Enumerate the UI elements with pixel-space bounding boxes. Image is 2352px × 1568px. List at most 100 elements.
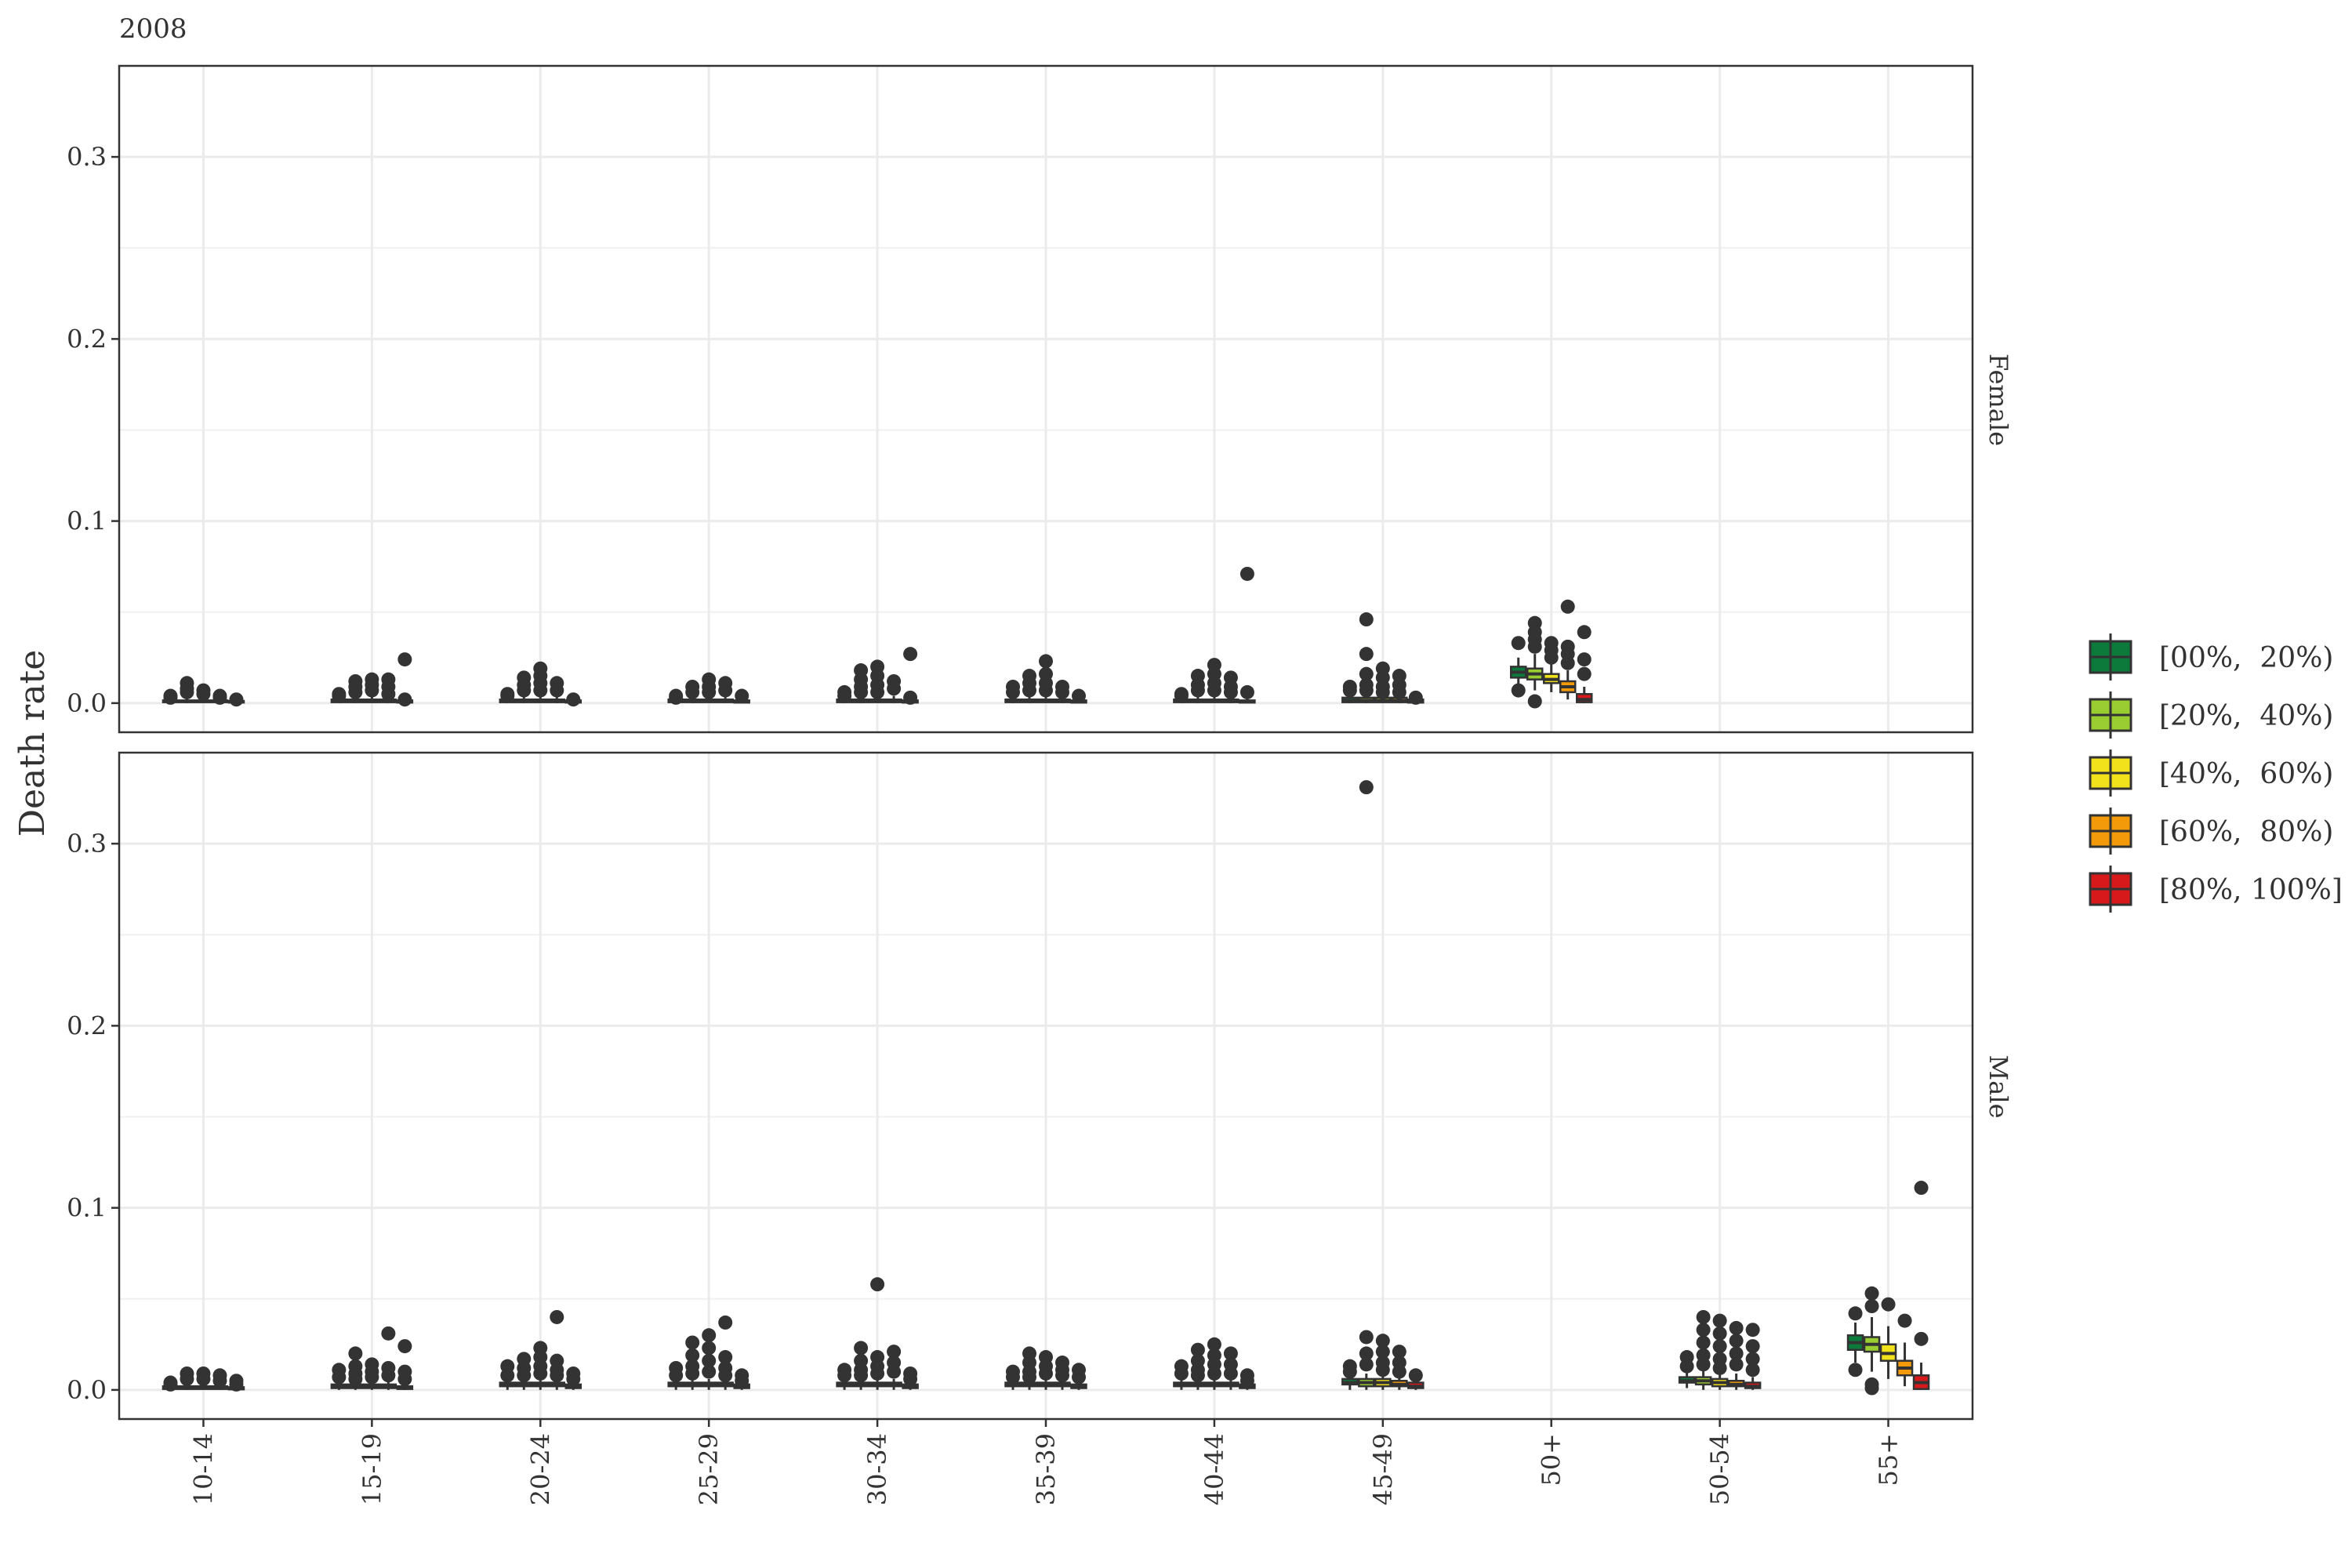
boxplot [515, 670, 533, 703]
x-tick-label: 15-19 [357, 1433, 387, 1505]
outlier-point [903, 647, 918, 662]
outlier-point [1072, 1370, 1086, 1385]
outlier-point [854, 1368, 869, 1383]
boxplot [1358, 612, 1375, 703]
outlier-point [229, 692, 244, 707]
boxplot [347, 1346, 365, 1390]
outlier-point [1375, 684, 1390, 699]
boxplot [363, 672, 381, 703]
outlier-point [1696, 1335, 1711, 1350]
outlier-point [1712, 1326, 1727, 1341]
outlier-point [1039, 1366, 1053, 1381]
boxplot [836, 684, 853, 703]
boxplot [1070, 1363, 1087, 1390]
boxplot [396, 652, 414, 707]
outlier-point [1342, 683, 1357, 698]
y-tick-label: 0.2 [67, 324, 107, 354]
boxplot [717, 676, 734, 703]
outlier-point [1392, 684, 1406, 699]
outlier-point [887, 681, 902, 696]
boxplot [852, 663, 869, 703]
outlier-point [1729, 1334, 1744, 1348]
outlier-point [685, 684, 700, 699]
outlier-point [1392, 1364, 1406, 1379]
outlier-point [381, 687, 396, 702]
y-tick-label: 0.3 [67, 829, 107, 858]
outlier-point [1207, 683, 1221, 698]
legend: [00%, 20%) [20%, 40%) [40%, 60%) [60%, 8… [2089, 633, 2343, 913]
panel-border [118, 64, 1974, 734]
outlier-point [854, 684, 869, 699]
boxplot [1559, 599, 1577, 700]
outlier-point [196, 1371, 211, 1386]
boxplot [1526, 615, 1544, 709]
outlier-point [1745, 1363, 1760, 1377]
boxplot [1863, 1286, 1881, 1396]
boxplot [1341, 679, 1359, 703]
outlier-point [1190, 1342, 1205, 1357]
outlier-point [1696, 1323, 1711, 1338]
boxplot [885, 1345, 902, 1390]
x-tick-label: 50-54 [1705, 1433, 1735, 1505]
outlier-point [1864, 1381, 1879, 1396]
boxplot [885, 673, 902, 703]
boxplot [532, 1341, 550, 1390]
outlier-point [1174, 1366, 1189, 1381]
outlier-point [669, 1368, 684, 1383]
outlier-point [1359, 1357, 1374, 1372]
outlier-point [1359, 647, 1374, 662]
outlier-point [332, 688, 347, 703]
boxplot [330, 1363, 348, 1390]
boxplot [869, 1277, 886, 1390]
y-axis-label: Death rate [13, 650, 53, 837]
outlier-point [1375, 1334, 1390, 1348]
outlier-point [1511, 636, 1526, 651]
boxplot [836, 1363, 853, 1390]
outlier-point [1560, 655, 1575, 670]
boxplot [330, 687, 348, 703]
outlier-point [1359, 666, 1374, 681]
outlier-point [397, 652, 412, 667]
boxplot [733, 1368, 750, 1390]
boxplot [1542, 636, 1560, 692]
outlier-point [1022, 1370, 1036, 1385]
boxplot [211, 688, 229, 705]
outlier-point [1881, 1297, 1896, 1312]
legend-label: [20%, 40%) [2159, 700, 2333, 732]
boxplot [684, 1335, 701, 1390]
outlier-point [870, 684, 885, 699]
boxplot [548, 1309, 566, 1390]
outlier-point [381, 1368, 396, 1383]
outlier-point [685, 1335, 700, 1350]
outlier-point [517, 683, 532, 698]
boxplot [852, 1341, 869, 1390]
y-tick-label: 0.0 [67, 688, 107, 718]
outlier-point [685, 1366, 700, 1381]
outlier-point [500, 1368, 515, 1383]
outlier-point [735, 688, 750, 703]
boxplot [1037, 654, 1054, 703]
y-tick-label: 0.1 [67, 506, 107, 536]
outlier-point [1712, 1339, 1727, 1354]
outlier-point [1408, 690, 1423, 705]
outlier-point [365, 683, 379, 698]
outlier-point [1375, 1345, 1390, 1359]
boxplot [1173, 1359, 1190, 1390]
outlier-point [669, 690, 684, 705]
outlier-point [685, 1348, 700, 1363]
outlier-point [837, 688, 852, 703]
outlier-point [180, 684, 194, 699]
legend-item: [80%, 100%] [2089, 866, 2343, 913]
outlier-point [1359, 612, 1374, 627]
boxplot [1239, 1368, 1256, 1390]
outlier-point [1577, 666, 1592, 681]
outlier-point [1392, 1345, 1406, 1359]
outlier-point [566, 1371, 581, 1386]
outlier-point [1359, 780, 1374, 795]
boxplot [667, 1360, 684, 1390]
boxplot [902, 1366, 919, 1390]
outlier-point [854, 1341, 869, 1356]
boxplot [1222, 1346, 1240, 1390]
boxplot [1374, 1334, 1392, 1390]
